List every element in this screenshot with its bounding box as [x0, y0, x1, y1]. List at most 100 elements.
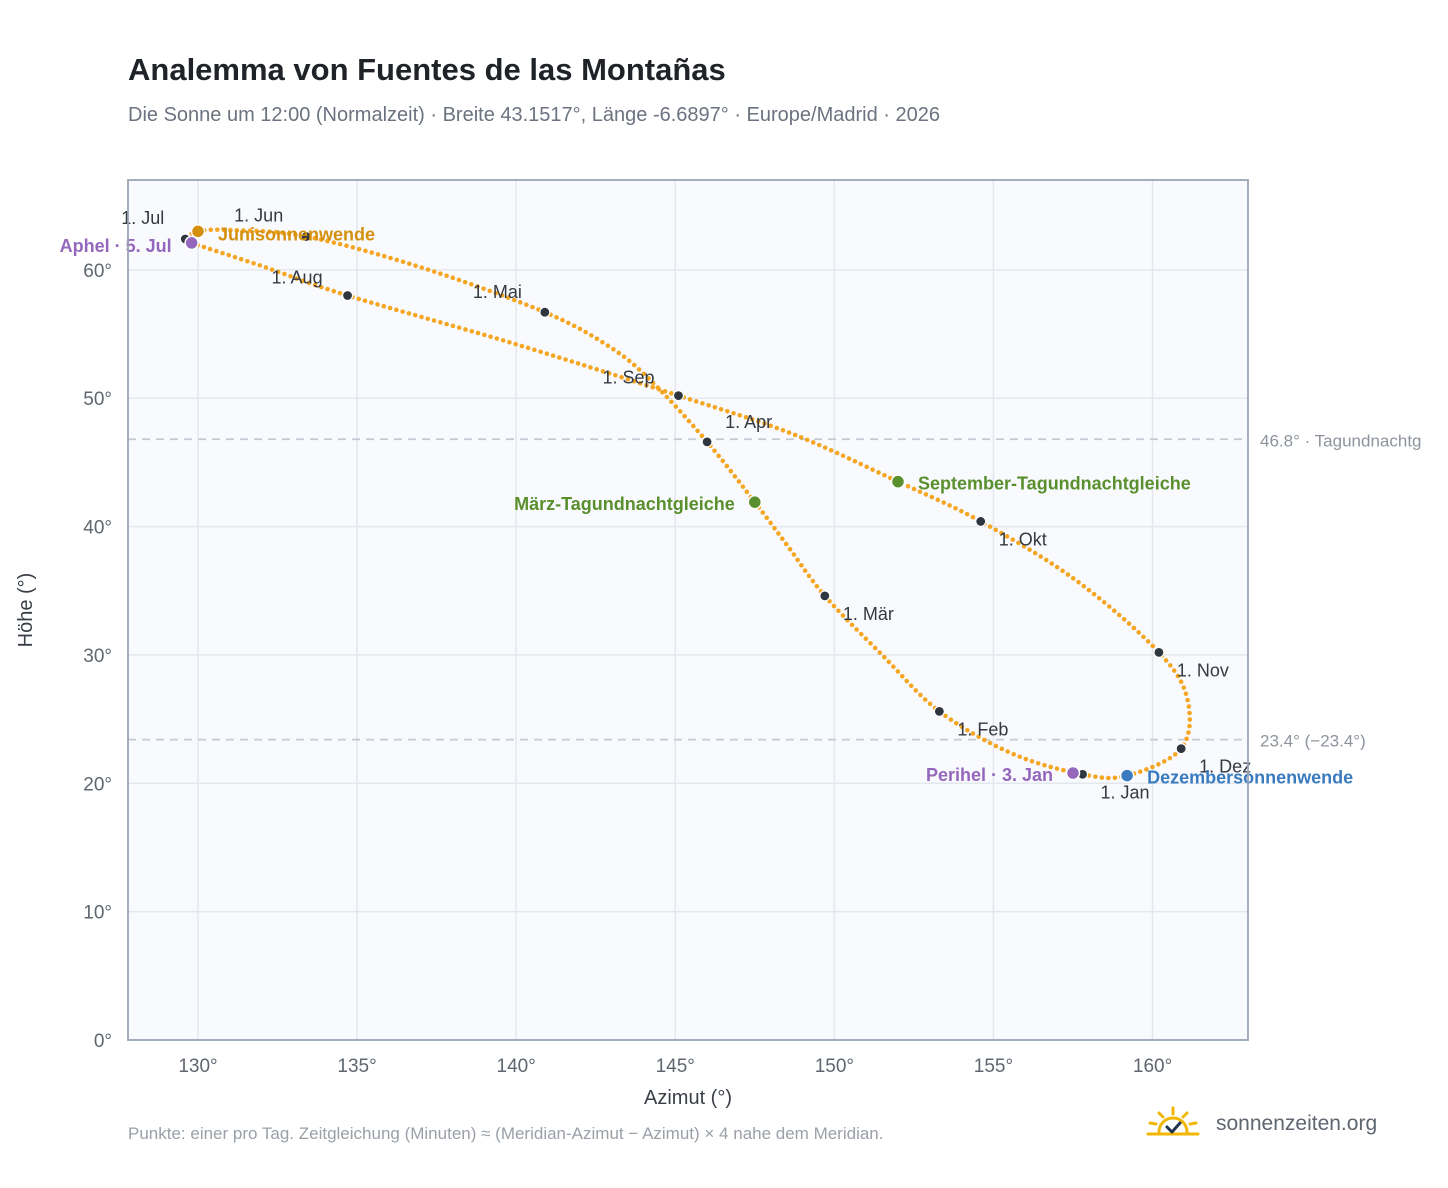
daily-point [1175, 673, 1181, 679]
daily-point [1178, 679, 1184, 685]
daily-point [232, 254, 238, 260]
daily-point [693, 399, 699, 404]
daily-point [488, 334, 493, 339]
daily-point [293, 232, 298, 237]
x-tick-label: 135° [337, 1056, 376, 1077]
daily-point [970, 731, 976, 736]
daily-point [953, 720, 959, 726]
daily-point [450, 275, 456, 281]
daily-point [475, 330, 481, 336]
daily-point [1091, 591, 1097, 597]
daily-point [325, 238, 330, 244]
daily-point [300, 278, 306, 284]
x-tick-label: 140° [497, 1056, 536, 1077]
daily-point [606, 371, 612, 376]
daily-point [631, 378, 637, 384]
event-label: März-Tagundnachtgleiche [514, 494, 735, 514]
brand-logo[interactable]: sonnenzeiten.org [1146, 1102, 1377, 1146]
month-label: 1. Sep [602, 368, 654, 388]
daily-point [895, 669, 901, 674]
daily-point [519, 343, 525, 349]
daily-point [822, 445, 828, 450]
daily-point [532, 347, 537, 353]
daily-point [686, 418, 692, 424]
daily-point [294, 276, 299, 281]
daily-point [923, 492, 929, 497]
event-marker [1065, 765, 1081, 781]
daily-point [475, 284, 480, 289]
month-marker [539, 306, 551, 318]
daily-point [854, 627, 859, 632]
daily-point [700, 401, 705, 406]
daily-point [482, 332, 487, 338]
daily-point [337, 290, 343, 296]
daily-point [260, 228, 266, 234]
event-label: September-Tagundnachtgleiche [918, 474, 1191, 494]
daily-point [221, 227, 227, 233]
daily-point [1141, 634, 1146, 640]
daily-point [1181, 685, 1187, 690]
daily-point [1187, 710, 1192, 716]
daily-point [662, 389, 668, 394]
y-tick-label: 30° [83, 646, 112, 667]
daily-point [362, 298, 368, 304]
daily-point [220, 250, 225, 256]
daily-point [500, 338, 506, 343]
daily-point [877, 650, 883, 655]
month-markers: 1. Jan 1. Feb 1. Mär 1. Apr 1. Mai 1. Jun 1. J… [121, 205, 1251, 802]
daily-point [1186, 730, 1191, 735]
daily-point [1144, 767, 1149, 772]
event-marker [747, 494, 763, 510]
daily-point [251, 260, 256, 266]
daily-point [1137, 769, 1143, 774]
daily-point [469, 281, 474, 287]
daily-point [1163, 658, 1169, 663]
daily-point [613, 372, 618, 378]
daily-point [518, 300, 523, 305]
daily-point [911, 486, 917, 492]
daily-point [656, 387, 662, 392]
daily-point [917, 489, 923, 494]
daily-point [999, 530, 1004, 536]
daily-point [1016, 540, 1021, 546]
daily-point [312, 282, 318, 288]
daily-point [999, 746, 1005, 752]
daily-point [569, 359, 575, 364]
daily-point [394, 307, 399, 313]
daily-point [208, 227, 214, 233]
event-marker [190, 224, 206, 239]
daily-point [899, 673, 905, 679]
daily-point [288, 273, 293, 279]
event-label: Junisonnenwende [218, 224, 375, 244]
daily-point [882, 654, 887, 660]
daily-point [589, 333, 594, 338]
daily-point [1145, 639, 1151, 644]
y-tick-label: 20° [83, 774, 112, 795]
daily-point [1150, 643, 1156, 649]
daily-point [802, 568, 808, 573]
daily-point [776, 531, 781, 536]
daily-point [369, 250, 375, 255]
daily-point [834, 450, 840, 456]
daily-point [331, 240, 337, 245]
daily-point [412, 312, 418, 318]
daily-point [557, 355, 562, 360]
daily-point [706, 403, 711, 408]
daily-point [413, 263, 418, 268]
daily-point [840, 453, 846, 459]
daily-point [970, 514, 976, 520]
daily-point [226, 252, 232, 258]
month-label: 1. Apr [725, 412, 772, 432]
daily-point [544, 351, 550, 356]
event-label: Dezembersonnenwende [1147, 768, 1353, 788]
grid-lines [128, 180, 1248, 1041]
daily-point [814, 583, 820, 589]
daily-point [469, 328, 475, 334]
daily-point [804, 437, 810, 443]
daily-point [965, 727, 970, 733]
month-label: 1. Mai [473, 282, 522, 302]
daily-point [1048, 764, 1054, 770]
daily-point [845, 617, 850, 623]
event-marker [184, 235, 199, 251]
